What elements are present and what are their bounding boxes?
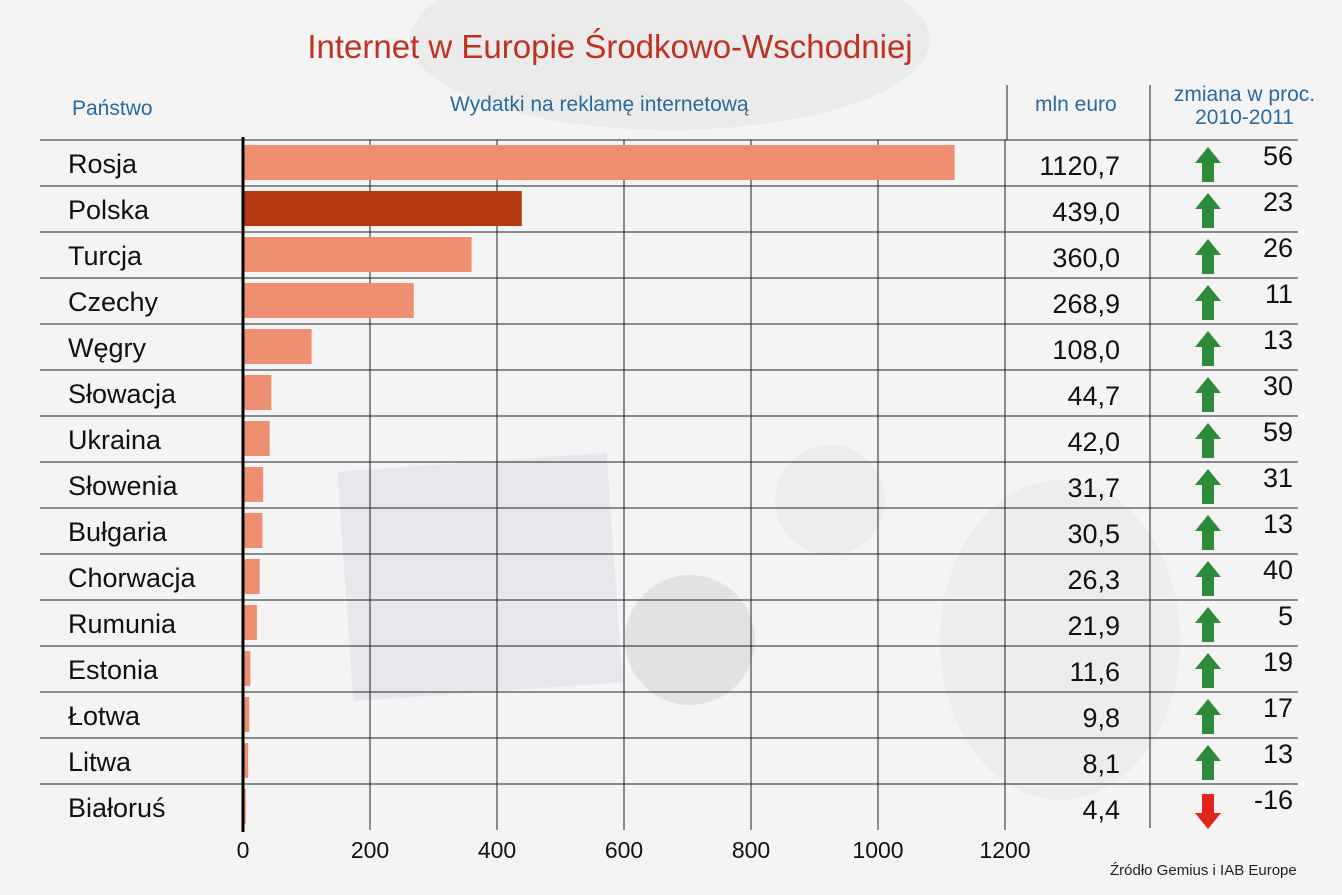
- bar-Turcja: [243, 237, 472, 272]
- value-label: 42,0: [1067, 427, 1120, 457]
- bar-Łotwa: [243, 697, 250, 732]
- country-label: Rumunia: [68, 609, 177, 639]
- arrow-up-icon: [1195, 515, 1221, 550]
- change-label: 30: [1263, 371, 1293, 401]
- value-label: 8,1: [1082, 749, 1120, 779]
- value-label: 44,7: [1067, 381, 1120, 411]
- arrow-up-icon: [1195, 147, 1221, 182]
- value-label: 360,0: [1052, 243, 1120, 273]
- value-label: 30,5: [1067, 519, 1120, 549]
- country-label: Turcja: [68, 241, 143, 271]
- country-label: Węgry: [68, 333, 147, 363]
- country-label: Czechy: [68, 287, 159, 317]
- bar-Węgry: [243, 329, 312, 364]
- change-label: 56: [1263, 141, 1293, 171]
- change-label: 31: [1263, 463, 1293, 493]
- change-label: 23: [1263, 187, 1293, 217]
- header-unit: mln euro: [1035, 93, 1117, 116]
- value-label: 21,9: [1067, 611, 1120, 641]
- x-tick-label: 0: [237, 837, 250, 863]
- x-tick-label: 400: [478, 837, 516, 863]
- value-label: 9,8: [1082, 703, 1120, 733]
- change-label: -16: [1254, 785, 1293, 815]
- country-label: Rosja: [68, 149, 138, 179]
- arrow-up-icon: [1195, 377, 1221, 412]
- source-note: Źródło Gemius i IAB Europe: [1110, 862, 1297, 879]
- header-change-line2: 2010-2011: [1195, 106, 1294, 129]
- bar-Słowacja: [243, 375, 272, 410]
- bar-Polska: [243, 191, 522, 226]
- arrow-up-icon: [1195, 193, 1221, 228]
- change-label: 13: [1263, 325, 1293, 355]
- x-tick-label: 200: [351, 837, 389, 863]
- x-tick-label: 600: [605, 837, 643, 863]
- change-label: 13: [1263, 509, 1293, 539]
- value-label: 268,9: [1052, 289, 1120, 319]
- bar-Litwa: [243, 743, 249, 778]
- value-label: 11,6: [1069, 657, 1120, 687]
- header-country: Państwo: [72, 97, 153, 120]
- change-label: 26: [1263, 233, 1293, 263]
- chart-title: Internet w Europie Środkowo-Wschodniej: [307, 28, 913, 65]
- country-label: Estonia: [68, 655, 159, 685]
- change-label: 5: [1278, 601, 1293, 631]
- country-label: Słowacja: [68, 379, 177, 409]
- country-label: Ukraina: [68, 425, 162, 455]
- change-label: 11: [1265, 279, 1293, 309]
- country-label: Chorwacja: [68, 563, 197, 593]
- arrow-up-icon: [1195, 561, 1221, 596]
- bar-Ukraina: [243, 421, 270, 456]
- change-label: 17: [1263, 693, 1293, 723]
- value-label: 4,4: [1082, 795, 1120, 825]
- bar-Rosja: [243, 145, 955, 180]
- bar-Słowenia: [243, 467, 264, 502]
- header-spending: Wydatki na reklamę internetową: [450, 93, 749, 116]
- value-label: 31,7: [1067, 473, 1120, 503]
- arrow-up-icon: [1195, 423, 1221, 458]
- arrow-up-icon: [1195, 607, 1221, 642]
- change-label: 40: [1263, 555, 1293, 585]
- country-label: Łotwa: [68, 701, 141, 731]
- arrow-up-icon: [1195, 239, 1221, 274]
- arrow-up-icon: [1195, 469, 1221, 504]
- change-label: 59: [1263, 417, 1293, 447]
- country-label: Bułgaria: [68, 517, 168, 547]
- country-label: Litwa: [68, 747, 132, 777]
- value-label: 26,3: [1067, 565, 1120, 595]
- x-tick-label: 1000: [852, 837, 903, 863]
- bar-Chorwacja: [243, 559, 260, 594]
- header-change-line1: zmiana w proc.: [1173, 83, 1316, 106]
- arrow-up-icon: [1195, 331, 1221, 366]
- arrow-up-icon: [1195, 285, 1221, 320]
- change-label: 19: [1263, 647, 1293, 677]
- x-tick-label: 800: [732, 837, 770, 863]
- value-label: 439,0: [1052, 197, 1120, 227]
- arrow-up-icon: [1195, 745, 1221, 780]
- value-label: 1120,7: [1039, 151, 1120, 181]
- arrow-up-icon: [1195, 653, 1221, 688]
- header-change: zmiana w proc. 2010-2011: [1152, 83, 1337, 129]
- bar-Rumunia: [243, 605, 257, 640]
- country-label: Słowenia: [68, 471, 179, 501]
- arrow-up-icon: [1195, 699, 1221, 734]
- value-label: 108,0: [1052, 335, 1120, 365]
- country-label: Białoruś: [68, 793, 166, 823]
- bar-Czechy: [243, 283, 414, 318]
- bar-Estonia: [243, 651, 251, 686]
- bar-Bułgaria: [243, 513, 263, 548]
- x-tick-label: 1200: [979, 837, 1030, 863]
- change-label: 13: [1263, 739, 1293, 769]
- country-label: Polska: [68, 195, 150, 225]
- arrow-down-icon: [1195, 794, 1221, 829]
